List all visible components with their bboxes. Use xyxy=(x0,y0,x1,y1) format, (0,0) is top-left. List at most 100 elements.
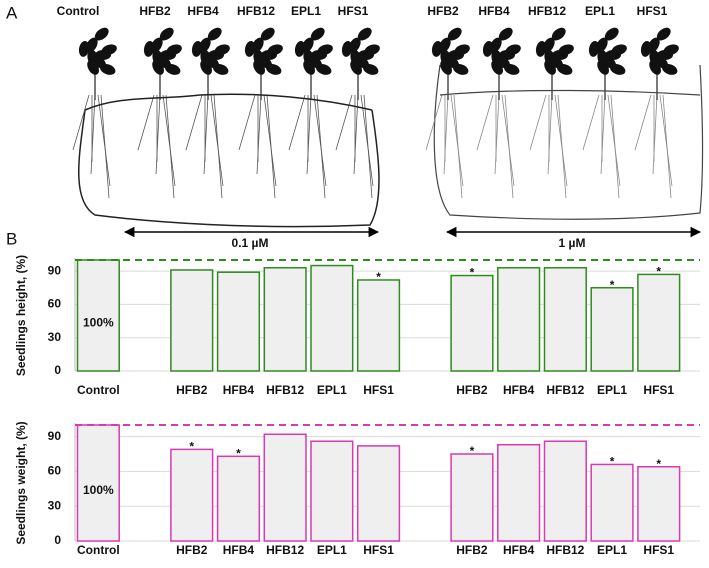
bar xyxy=(76,424,120,542)
root xyxy=(313,94,327,187)
leaf xyxy=(267,44,283,56)
y-tick-label: 90 xyxy=(48,263,62,277)
concentration-label: 1 µM xyxy=(559,236,586,250)
x-tick-label: HFS1 xyxy=(643,543,674,557)
root xyxy=(100,94,110,199)
root xyxy=(306,94,312,175)
leaf xyxy=(482,40,494,57)
treatment-label: HFS1 xyxy=(338,4,369,18)
leaf xyxy=(78,40,90,57)
leaf xyxy=(164,63,181,75)
leaf xyxy=(556,63,573,75)
value-label: 100% xyxy=(83,483,114,497)
root xyxy=(547,94,553,175)
root xyxy=(165,94,175,199)
leaf xyxy=(99,63,116,75)
treatment-label: HFB4 xyxy=(187,4,219,18)
leaf xyxy=(200,60,213,75)
root xyxy=(652,94,658,175)
root xyxy=(185,94,203,151)
leaf xyxy=(253,60,266,75)
leaf xyxy=(315,63,332,75)
significance-marker: * xyxy=(656,457,661,471)
x-tick-label: HFB12 xyxy=(266,543,304,557)
significance-marker: * xyxy=(470,444,475,458)
x-tick-label: HFB12 xyxy=(266,383,304,397)
bar xyxy=(497,443,541,542)
leaf xyxy=(604,27,619,41)
bar xyxy=(637,273,681,372)
treatment-label: EPL1 xyxy=(291,4,321,18)
bar xyxy=(543,267,587,372)
leaf xyxy=(609,63,626,75)
x-tick-label: HFB12 xyxy=(546,383,584,397)
root xyxy=(213,94,223,199)
x-tick-label: HFB12 xyxy=(546,543,584,557)
leaf xyxy=(191,40,203,57)
treatment-label: HFB12 xyxy=(528,4,566,18)
tray-rim xyxy=(84,93,373,111)
significance-marker: * xyxy=(610,455,615,469)
x-tick-label: Control xyxy=(77,383,120,397)
bar xyxy=(170,448,214,542)
x-tick-label: EPL1 xyxy=(317,383,347,397)
bar xyxy=(450,453,494,542)
leaf xyxy=(303,60,316,75)
root xyxy=(659,94,673,187)
leaf xyxy=(317,44,333,56)
x-tick-label: HFB4 xyxy=(223,543,255,557)
root xyxy=(155,94,161,175)
x-tick-label: EPL1 xyxy=(597,383,627,397)
root xyxy=(443,94,449,175)
root xyxy=(634,94,652,151)
leaf xyxy=(364,44,380,56)
x-tick-label: HFB2 xyxy=(456,383,488,397)
leaf xyxy=(640,40,652,57)
leaf xyxy=(94,27,109,41)
leaf xyxy=(452,63,469,75)
root xyxy=(610,94,620,199)
leaf xyxy=(447,27,462,41)
root xyxy=(607,94,621,187)
x-tick-label: HFB2 xyxy=(176,383,208,397)
leaf xyxy=(597,60,610,75)
bar xyxy=(543,440,587,542)
treatment-label: Control xyxy=(57,4,100,18)
leaf xyxy=(535,40,547,57)
leaf xyxy=(212,63,229,75)
bar xyxy=(76,259,120,372)
x-tick-label: HFB4 xyxy=(503,543,535,557)
root xyxy=(504,94,514,199)
root xyxy=(316,94,326,199)
root xyxy=(162,94,176,187)
leaf xyxy=(661,63,678,75)
root xyxy=(529,94,547,151)
leaf xyxy=(440,60,453,75)
root xyxy=(494,94,500,175)
significance-marker: * xyxy=(376,270,381,284)
root xyxy=(263,94,277,187)
significance-marker: * xyxy=(470,266,475,280)
root xyxy=(582,94,600,151)
panel-label: B xyxy=(6,229,17,248)
x-tick-label: HFB4 xyxy=(223,383,255,397)
leaf xyxy=(294,40,306,57)
treatment-label: HFB2 xyxy=(427,4,459,18)
leaf xyxy=(207,27,222,41)
significance-marker: * xyxy=(610,278,615,292)
y-tick-label: 30 xyxy=(48,498,62,512)
bar xyxy=(310,264,354,372)
significance-marker: * xyxy=(236,446,241,460)
root xyxy=(425,94,443,151)
leaf xyxy=(588,40,600,57)
bar xyxy=(637,466,681,542)
bar xyxy=(263,433,307,542)
leaf xyxy=(505,44,521,56)
root xyxy=(97,94,111,187)
tray-rim xyxy=(439,89,701,96)
leaf xyxy=(611,44,627,56)
x-tick-label: HFB2 xyxy=(456,543,488,557)
root xyxy=(662,94,672,199)
leaf xyxy=(214,44,230,56)
